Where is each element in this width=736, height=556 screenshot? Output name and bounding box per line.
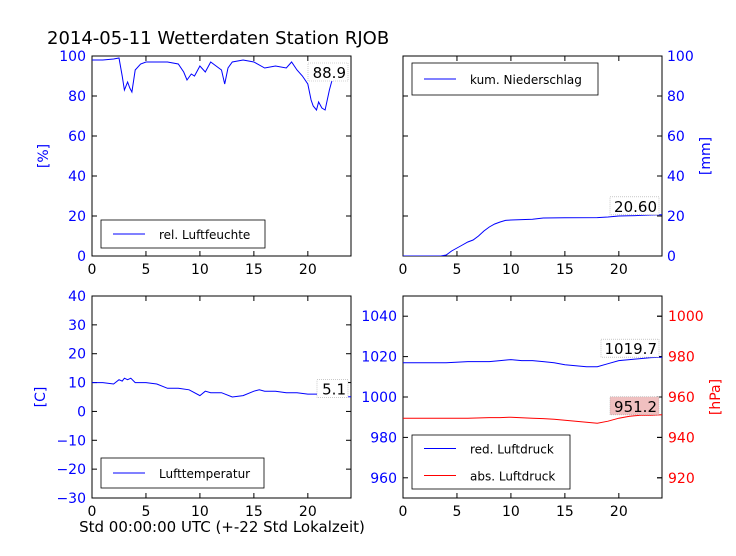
y-tick-label: 100 (59, 49, 86, 65)
panel-top-right: 0 5 10 15 20 0 20 40 60 80 100 [mm] 20.60 kum. Nieder… (399, 49, 714, 278)
current-value-box (307, 62, 349, 82)
panel-bottom-left: 0 5 10 15 20 −30 −20 −10 0 10 20 30 40 [C] 5.1 Lufttemp… (33, 289, 352, 520)
x-tick-label: 20 (299, 504, 317, 520)
current-value-box (609, 196, 660, 216)
y-tick-label: 0 (77, 249, 86, 265)
series-line-kum-niederschlag (403, 214, 662, 256)
x-tick-label: 5 (452, 504, 461, 520)
y-tick-label: 1000 (361, 390, 397, 406)
y-tick-label: 1040 (361, 309, 397, 325)
current-value-label: 88.9 (313, 64, 346, 82)
y-tick-label-right: 920 (668, 471, 695, 487)
x-tick-label: 10 (191, 262, 209, 278)
y-tick-label: 40 (68, 169, 86, 185)
x-tick-label: 15 (556, 262, 574, 278)
x-tick-label: 5 (141, 262, 150, 278)
current-value-box (316, 379, 349, 399)
figure-title: 2014-05-11 Wetterdaten Station RJOB (47, 28, 389, 49)
x-tick-label: 0 (399, 262, 408, 278)
x-axis-label: Std 00:00:00 UTC (+-22 Std Lokalzeit) (79, 518, 365, 536)
y-tick-label: 20 (68, 209, 86, 225)
y-tick-label: 960 (370, 471, 397, 487)
y-tick-label: 80 (667, 89, 685, 105)
series-line-rel-luftfeuchte (92, 57, 346, 112)
y-tick-label: −10 (56, 433, 86, 449)
y-axis-label: [%] (36, 144, 52, 168)
x-tick-label: 20 (610, 262, 628, 278)
y-axis-label: [hPa] (708, 379, 724, 415)
legend-label: rel. Luftfeuchte (159, 228, 250, 242)
x-tick-label: 20 (610, 504, 628, 520)
x-tick-label: 10 (502, 504, 520, 520)
y-tick-label: 1020 (361, 350, 397, 366)
panel-bottom-right: 0 5 10 15 20 960 980 1000 1020 1040 920 940 960 980 10… (361, 295, 724, 520)
x-tick-label: 0 (399, 504, 408, 520)
y-tick-label: −30 (56, 491, 86, 507)
series-line-red-luftdruck (403, 356, 662, 368)
x-tick-label: 15 (245, 504, 263, 520)
y-tick-label: 0 (77, 404, 86, 420)
y-tick-label: 980 (370, 430, 397, 446)
y-tick-label: 10 (68, 376, 86, 392)
panel-top-left: 0 5 10 15 20 0 20 40 60 80 100 [%] 88.9 rel. Luftfeuc… (36, 49, 352, 278)
series-line-abs-luftdruck (403, 414, 662, 424)
x-tick-label: 10 (191, 504, 209, 520)
y-tick-label: 40 (68, 289, 86, 305)
legend-label: Lufttemperatur (159, 467, 250, 481)
y-axis-label: [mm] (698, 137, 714, 175)
legend-label: red. Luftdruck (470, 443, 554, 457)
y-tick-label: 60 (68, 129, 86, 145)
y-tick-label: 80 (68, 89, 86, 105)
series-line-lufttemperatur (92, 377, 351, 398)
current-value-label: 5.1 (322, 381, 346, 399)
y-tick-label-right: 960 (668, 390, 695, 406)
current-value-box (600, 338, 660, 358)
legend-label: abs. Luftdruck (470, 470, 555, 484)
y-tick-label: 100 (667, 49, 694, 65)
x-tick-label: 5 (452, 262, 461, 278)
y-tick-label-right: 980 (668, 350, 695, 366)
x-tick-label: 15 (245, 262, 263, 278)
y-tick-label: 20 (68, 347, 86, 363)
x-tick-label: 0 (88, 504, 97, 520)
legend-label: kum. Niederschlag (470, 73, 582, 87)
x-tick-label: 10 (502, 262, 520, 278)
y-axis-label: [C] (33, 387, 49, 408)
plot-frame (402, 55, 663, 257)
y-tick-label: 30 (68, 318, 86, 334)
y-tick-label-right: 940 (668, 430, 695, 446)
legend-box (411, 434, 571, 490)
y-tick-label: 60 (667, 129, 685, 145)
current-value-label: 1019.7 (605, 340, 658, 358)
y-tick-label: −20 (56, 462, 86, 478)
current-value-label: 20.60 (614, 198, 657, 216)
y-tick-label: 20 (667, 209, 685, 225)
plot-frame (91, 55, 352, 257)
x-tick-label: 15 (556, 504, 574, 520)
x-tick-label: 0 (88, 262, 97, 278)
x-tick-label: 5 (141, 504, 150, 520)
current-value-label: 951.2 (614, 398, 657, 416)
y-tick-label-right: 1000 (668, 309, 704, 325)
y-tick-label: 40 (667, 169, 685, 185)
x-tick-label: 20 (299, 262, 317, 278)
current-value-box (609, 396, 660, 416)
y-tick-label: 0 (667, 249, 676, 265)
